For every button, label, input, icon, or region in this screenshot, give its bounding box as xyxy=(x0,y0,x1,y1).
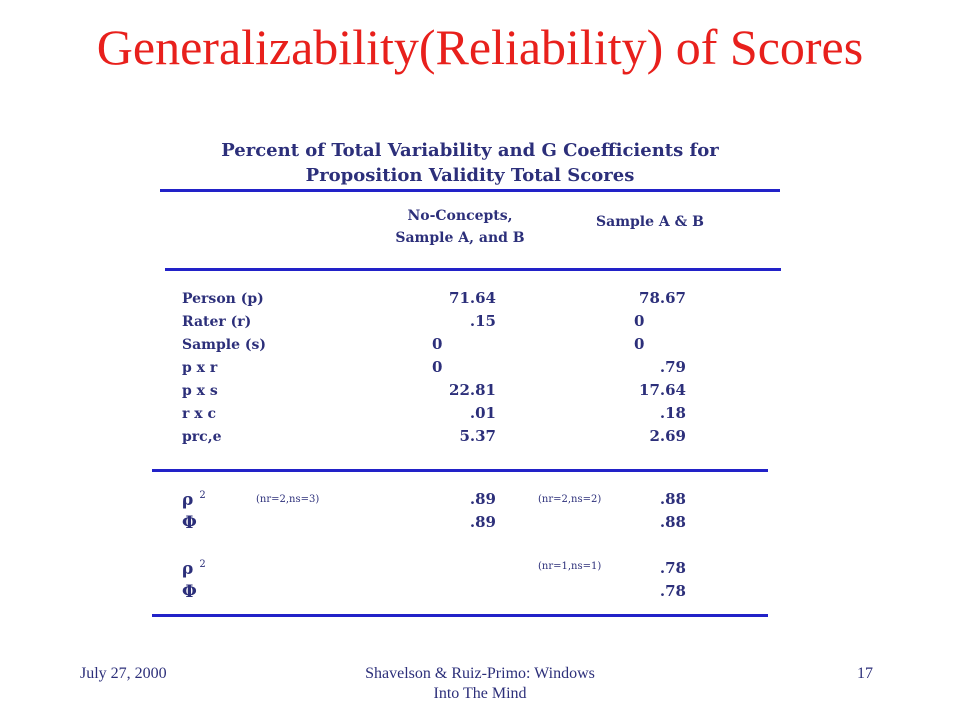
row-rxc-col1: .01 xyxy=(469,404,496,422)
row-label-pxr: p x r xyxy=(182,360,218,376)
phi-a-col1: .89 xyxy=(469,513,496,531)
rho-superscript-a: 2 xyxy=(199,490,206,502)
table-caption-line2: Proposition Validity Total Scores xyxy=(305,165,635,186)
phi-b-col2: .78 xyxy=(659,582,686,600)
row-label-rxc: r x c xyxy=(182,406,216,422)
table-bottom-rule xyxy=(152,614,768,617)
rho-a-col1: .89 xyxy=(469,490,496,508)
table-caption-line1: Percent of Total Variability and G Coeff… xyxy=(221,140,719,161)
footer-page-number: 17 xyxy=(857,665,873,682)
slide-title: Generalizability(Reliability) of Scores xyxy=(96,19,864,75)
column-header-no-concepts: No-Concepts, Sample A, and B xyxy=(395,208,525,246)
row-rater-col1: .15 xyxy=(469,312,496,330)
row-pxs-col1: 22.81 xyxy=(449,381,496,399)
row-rater-col2: 0 xyxy=(634,312,645,330)
row-sample-col2: 0 xyxy=(634,335,645,353)
row-person-col1: 71.64 xyxy=(449,289,496,307)
row-label-pxs: p x s xyxy=(182,383,218,399)
row-label-person: Person (p) xyxy=(182,291,264,307)
table-caption: Percent of Total Variability and G Coeff… xyxy=(160,138,780,188)
rho-b-col2: .78 xyxy=(659,559,686,577)
row-pxr-col1: 0 xyxy=(432,358,443,376)
row-rxc-col2: .18 xyxy=(659,404,686,422)
row-prce-col2: 2.69 xyxy=(649,427,686,445)
variance-bottom-rule xyxy=(152,469,768,472)
condition-c: (nr=1,ns=1) xyxy=(538,561,602,572)
row-label-prce: prc,e xyxy=(182,429,222,445)
rho-a-col2: .88 xyxy=(659,490,686,508)
rho-superscript-b: 2 xyxy=(199,559,206,571)
footer-author: Shavelson & Ruiz-Primo: Windows Into The… xyxy=(365,665,595,702)
row-label-rater: Rater (r) xyxy=(182,314,252,330)
phi-symbol-a: Φ xyxy=(182,513,197,533)
row-pxr-col2: .79 xyxy=(659,358,686,376)
column-header-sample-ab: Sample A & B xyxy=(596,214,704,230)
condition-a: (nr=2,ns=3) xyxy=(256,494,320,505)
phi-a-col2: .88 xyxy=(659,513,686,531)
row-pxs-col2: 17.64 xyxy=(639,381,686,399)
table-top-rule xyxy=(160,189,780,192)
header-bottom-rule xyxy=(165,268,781,271)
row-person-col2: 78.67 xyxy=(639,289,686,307)
row-label-sample: Sample (s) xyxy=(182,337,267,353)
phi-symbol-b: Φ xyxy=(182,582,197,602)
footer-date: July 27, 2000 xyxy=(80,665,167,682)
row-sample-col1: 0 xyxy=(432,335,443,353)
row-prce-col1: 5.37 xyxy=(459,427,496,445)
condition-b: (nr=2,ns=2) xyxy=(538,494,602,505)
